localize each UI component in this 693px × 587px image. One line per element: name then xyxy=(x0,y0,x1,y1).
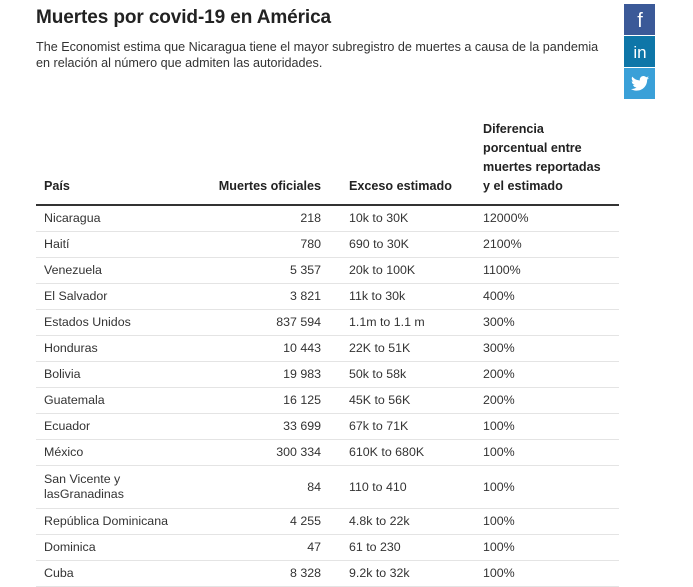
cell-country: Haití xyxy=(36,231,198,258)
social-share-bar: f in xyxy=(624,4,655,100)
linkedin-share-button[interactable]: in xyxy=(624,36,655,67)
cell-difference: 200% xyxy=(475,387,619,414)
cell-difference: 300% xyxy=(475,309,619,336)
table-row: Nicaragua 218 10k to 30K 12000% xyxy=(36,205,619,232)
cell-country: Honduras xyxy=(36,335,198,362)
table-row: Venezuela 5 357 20k to 100K 1100% xyxy=(36,257,619,284)
cell-country: México xyxy=(36,439,198,466)
table-row: México 300 334 610K to 680K 100% xyxy=(36,439,619,466)
cell-excess: 50k to 58k xyxy=(335,361,475,388)
cell-excess: 610K to 680K xyxy=(335,439,475,466)
cell-excess: 61 to 230 xyxy=(335,534,475,561)
col-header-difference: Diferencia porcentual entre muertes repo… xyxy=(475,94,619,206)
cell-difference: 1100% xyxy=(475,257,619,284)
cell-difference: 100% xyxy=(475,439,619,466)
cell-country: Cuba xyxy=(36,560,198,587)
col-header-excess: Exceso estimado xyxy=(335,94,475,206)
cell-official-deaths: 837 594 xyxy=(198,309,335,336)
cell-country: Ecuador xyxy=(36,413,198,440)
cell-country: Nicaragua xyxy=(36,205,198,232)
cell-difference: 200% xyxy=(475,361,619,388)
facebook-icon: f xyxy=(637,10,643,30)
cell-country: Guatemala xyxy=(36,387,198,414)
cell-official-deaths: 5 357 xyxy=(198,257,335,284)
cell-country: San Vicente y lasGranadinas xyxy=(36,465,198,509)
cell-country: Estados Unidos xyxy=(36,309,198,336)
cell-official-deaths: 16 125 xyxy=(198,387,335,414)
table-row: San Vicente y lasGranadinas 84 110 to 410 1… xyxy=(36,465,619,509)
cell-country: Dominica xyxy=(36,534,198,561)
cell-country: Bolivia xyxy=(36,361,198,388)
cell-difference: 100% xyxy=(475,413,619,440)
cell-difference: 100% xyxy=(475,508,619,535)
table-row: Ecuador 33 699 67k to 71K 100% xyxy=(36,413,619,440)
table-row: Honduras 10 443 22K to 51K 300% xyxy=(36,335,619,362)
cell-excess: 67k to 71K xyxy=(335,413,475,440)
cell-excess: 110 to 410 xyxy=(335,465,475,509)
data-table: País Muertes oficiales Exceso estimado D… xyxy=(36,94,619,587)
cell-official-deaths: 47 xyxy=(198,534,335,561)
cell-difference: 400% xyxy=(475,283,619,310)
page-subtitle: The Economist estima que Nicaragua tiene… xyxy=(36,40,599,70)
col-header-official-deaths: Muertes oficiales xyxy=(198,94,335,206)
table-row: Estados Unidos 837 594 1.1m to 1.1 m 300% xyxy=(36,309,619,336)
linkedin-icon: in xyxy=(633,43,646,62)
table-row: Cuba 8 328 9.2k to 32k 100% xyxy=(36,560,619,587)
svg-text:f: f xyxy=(637,10,643,30)
table-row: República Dominicana 4 255 4.8k to 22k 100% xyxy=(36,508,619,535)
cell-excess: 45K to 56K xyxy=(335,387,475,414)
cell-difference: 2100% xyxy=(475,231,619,258)
table-header-row: País Muertes oficiales Exceso estimado D… xyxy=(36,94,619,206)
cell-excess: 10k to 30K xyxy=(335,205,475,232)
cell-excess: 9.2k to 32k xyxy=(335,560,475,587)
cell-difference: 100% xyxy=(475,534,619,561)
table-row: Bolivia 19 983 50k to 58k 200% xyxy=(36,361,619,388)
cell-official-deaths: 4 255 xyxy=(198,508,335,535)
cell-excess: 11k to 30k xyxy=(335,283,475,310)
cell-difference: 100% xyxy=(475,465,619,509)
cell-excess: 690 to 30K xyxy=(335,231,475,258)
twitter-share-button[interactable] xyxy=(624,68,655,99)
cell-country: Venezuela xyxy=(36,257,198,284)
cell-official-deaths: 84 xyxy=(198,465,335,509)
page-title: Muertes por covid-19 en América xyxy=(36,7,332,28)
table-row: Dominica 47 61 to 230 100% xyxy=(36,534,619,561)
cell-excess: 1.1m to 1.1 m xyxy=(335,309,475,336)
cell-excess: 22K to 51K xyxy=(335,335,475,362)
cell-difference: 100% xyxy=(475,560,619,587)
cell-official-deaths: 300 334 xyxy=(198,439,335,466)
cell-difference: 300% xyxy=(475,335,619,362)
cell-official-deaths: 8 328 xyxy=(198,560,335,587)
cell-excess: 20k to 100K xyxy=(335,257,475,284)
twitter-icon xyxy=(630,76,649,91)
svg-text:in: in xyxy=(633,43,646,62)
table-row: Haití 780 690 to 30K 2100% xyxy=(36,231,619,258)
table-row: El Salvador 3 821 11k to 30k 400% xyxy=(36,283,619,310)
cell-country: República Dominicana xyxy=(36,508,198,535)
table-body: Nicaragua 218 10k to 30K 12000% Haití 780 690 … xyxy=(36,205,619,587)
cell-official-deaths: 19 983 xyxy=(198,361,335,388)
cell-official-deaths: 780 xyxy=(198,231,335,258)
cell-difference: 12000% xyxy=(475,205,619,232)
cell-official-deaths: 3 821 xyxy=(198,283,335,310)
cell-excess: 4.8k to 22k xyxy=(335,508,475,535)
cell-country: El Salvador xyxy=(36,283,198,310)
cell-official-deaths: 10 443 xyxy=(198,335,335,362)
table-row: Guatemala 16 125 45K to 56K 200% xyxy=(36,387,619,414)
facebook-share-button[interactable]: f xyxy=(624,4,655,35)
cell-official-deaths: 33 699 xyxy=(198,413,335,440)
cell-official-deaths: 218 xyxy=(198,205,335,232)
col-header-country: País xyxy=(36,94,198,206)
